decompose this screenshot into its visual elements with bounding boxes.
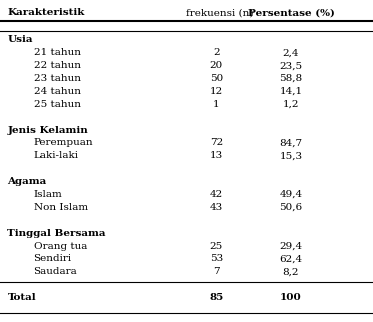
Text: 22 tahun: 22 tahun [34, 61, 81, 70]
Text: 23,5: 23,5 [279, 61, 303, 70]
Text: Perempuan: Perempuan [34, 138, 93, 147]
Text: Persentase (%): Persentase (%) [248, 8, 334, 17]
Text: 25: 25 [210, 242, 223, 251]
Text: Total: Total [7, 293, 36, 302]
Text: 7: 7 [213, 267, 220, 276]
Text: Tinggal Bersama: Tinggal Bersama [7, 229, 106, 238]
Text: 49,4: 49,4 [279, 190, 303, 199]
Text: Saudara: Saudara [34, 267, 77, 276]
Text: 50,6: 50,6 [279, 203, 303, 212]
Text: 29,4: 29,4 [279, 242, 303, 251]
Text: 72: 72 [210, 138, 223, 147]
Text: 1: 1 [213, 100, 220, 109]
Text: frekuensi (n): frekuensi (n) [186, 8, 254, 17]
Text: 24 tahun: 24 tahun [34, 87, 81, 96]
Text: 2,4: 2,4 [283, 48, 299, 57]
Text: 100: 100 [280, 293, 302, 302]
Text: 58,8: 58,8 [279, 74, 303, 83]
Text: 21 tahun: 21 tahun [34, 48, 81, 57]
Text: 84,7: 84,7 [279, 138, 303, 147]
Text: 85: 85 [209, 293, 223, 302]
Text: Laki-laki: Laki-laki [34, 151, 79, 160]
Text: 50: 50 [210, 74, 223, 83]
Text: 15,3: 15,3 [279, 151, 303, 160]
Text: Karakteristik: Karakteristik [7, 8, 85, 17]
Text: 62,4: 62,4 [279, 254, 303, 263]
Text: Jenis Kelamin: Jenis Kelamin [7, 126, 88, 135]
Text: 2: 2 [213, 48, 220, 57]
Text: Agama: Agama [7, 177, 47, 186]
Text: 43: 43 [210, 203, 223, 212]
Text: 42: 42 [210, 190, 223, 199]
Text: 20: 20 [210, 61, 223, 70]
Text: 14,1: 14,1 [279, 87, 303, 96]
Text: Orang tua: Orang tua [34, 242, 87, 251]
Text: 1,2: 1,2 [283, 100, 299, 109]
Text: 23 tahun: 23 tahun [34, 74, 81, 83]
Text: Islam: Islam [34, 190, 62, 199]
Text: Non Islam: Non Islam [34, 203, 88, 212]
Text: Sendiri: Sendiri [34, 254, 72, 263]
Text: 8,2: 8,2 [283, 267, 299, 276]
Text: Usia: Usia [7, 35, 33, 44]
Text: 12: 12 [210, 87, 223, 96]
Text: 25 tahun: 25 tahun [34, 100, 81, 109]
Text: 53: 53 [210, 254, 223, 263]
Text: 13: 13 [210, 151, 223, 160]
